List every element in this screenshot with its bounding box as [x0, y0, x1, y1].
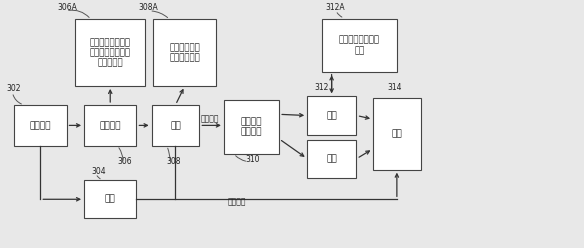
Text: 管理系统保存培养
盘预置条码、培养
盘托盘定位: 管理系统保存培养 盘预置条码、培养 盘托盘定位	[90, 38, 131, 68]
Text: 监控培养筱、
冰筱温度浓度: 监控培养筱、 冰筱温度浓度	[169, 43, 200, 62]
Text: 涂片: 涂片	[105, 195, 116, 204]
Text: 报告: 报告	[391, 129, 402, 139]
Text: 312: 312	[314, 83, 329, 92]
Text: 314: 314	[388, 83, 402, 92]
Text: 培养: 培养	[170, 121, 181, 130]
Text: 308A: 308A	[138, 3, 158, 12]
Text: 310: 310	[245, 155, 260, 164]
Text: 306A: 306A	[58, 3, 78, 12]
Text: 药敏: 药敏	[326, 154, 337, 163]
FancyBboxPatch shape	[152, 105, 199, 146]
Text: 302: 302	[6, 84, 21, 93]
FancyBboxPatch shape	[154, 20, 216, 86]
Text: 鉴定: 鉴定	[326, 111, 337, 120]
Text: 308: 308	[167, 156, 181, 166]
Text: 306: 306	[117, 156, 132, 166]
Text: 标本入库: 标本入库	[30, 121, 51, 130]
FancyBboxPatch shape	[307, 96, 356, 135]
FancyBboxPatch shape	[322, 19, 398, 72]
FancyBboxPatch shape	[84, 180, 137, 218]
FancyBboxPatch shape	[14, 105, 67, 146]
Text: 培养阴性: 培养阴性	[228, 197, 246, 206]
Text: 304: 304	[91, 167, 106, 176]
FancyBboxPatch shape	[75, 20, 145, 86]
Text: 标本接种: 标本接种	[99, 121, 121, 130]
Text: 312A: 312A	[326, 3, 345, 12]
FancyBboxPatch shape	[307, 140, 356, 178]
Text: 仪器获取鉴定药敏
结果: 仪器获取鉴定药敏 结果	[339, 36, 380, 55]
FancyBboxPatch shape	[373, 98, 420, 170]
Text: 记录菌落
形态描述: 记录菌落 形态描述	[241, 117, 262, 136]
FancyBboxPatch shape	[224, 99, 279, 154]
FancyBboxPatch shape	[84, 105, 137, 146]
Text: 培养阳性: 培养阳性	[201, 115, 220, 124]
